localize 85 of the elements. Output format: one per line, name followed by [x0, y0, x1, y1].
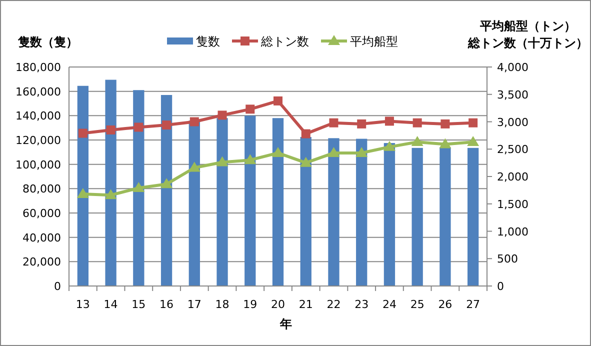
- x-tick-label: 24: [382, 298, 396, 311]
- point: [162, 120, 172, 130]
- bar: [328, 138, 340, 286]
- point: [216, 156, 228, 166]
- bar: [77, 86, 89, 286]
- point: [78, 128, 88, 138]
- point: [329, 118, 338, 128]
- legend-label: 平均船型: [350, 34, 398, 48]
- point: [246, 104, 255, 114]
- point: [440, 119, 450, 128]
- y2-tick-label: 2,500: [497, 143, 528, 156]
- y2-tick-label: 3,500: [497, 88, 528, 102]
- point: [274, 96, 282, 106]
- y-tick-label: 120,000: [16, 134, 61, 147]
- y-tick-label: 160,000: [16, 85, 61, 98]
- legend-label: 総トン数: [260, 34, 309, 48]
- bar: [384, 143, 396, 286]
- point: [190, 117, 199, 126]
- point: [300, 156, 312, 167]
- bar: [412, 148, 423, 286]
- bar: [467, 148, 479, 286]
- point: [468, 118, 478, 128]
- bar: [105, 80, 116, 286]
- y-axis-title: 隻数（隻）: [17, 35, 78, 49]
- x-tick-label: 17: [187, 298, 202, 311]
- bar: [160, 94, 172, 286]
- point: [272, 146, 284, 157]
- bar: [356, 138, 368, 286]
- y-tick-label: 180,000: [16, 61, 61, 74]
- y2-tick-label: 1,500: [497, 198, 528, 211]
- point: [76, 188, 89, 198]
- y-tick-label: 80,000: [22, 182, 61, 196]
- point: [383, 140, 396, 151]
- y-tick-label: 40,000: [22, 231, 61, 244]
- x-tick-label: 23: [354, 298, 369, 311]
- point: [411, 136, 424, 146]
- point: [244, 154, 256, 164]
- y2-tick-label: 500: [497, 252, 518, 266]
- x-tick-label: 13: [76, 298, 90, 311]
- point: [301, 129, 310, 138]
- point: [160, 178, 173, 188]
- bar: [188, 120, 200, 286]
- y-tick-label: 100,000: [16, 158, 61, 172]
- point: [439, 138, 452, 148]
- x-tick-label: 27: [466, 298, 480, 311]
- x-tick-label: 15: [132, 298, 146, 311]
- x-tick-label: 19: [243, 298, 258, 311]
- x-axis-title: 年: [279, 317, 292, 331]
- bar: [216, 118, 228, 286]
- x-tick-label: 21: [298, 298, 313, 311]
- bar: [272, 118, 284, 286]
- point: [104, 189, 117, 200]
- x-tick-label: 16: [160, 298, 174, 311]
- y2-tick-label: 1,000: [497, 225, 528, 238]
- y-tick-label: 60,000: [22, 207, 61, 220]
- y2-tick-label: 2,000: [497, 170, 528, 184]
- bar: [300, 136, 312, 286]
- x-tick-label: 25: [410, 298, 424, 311]
- point: [412, 118, 422, 128]
- point: [218, 110, 227, 120]
- y2-tick-label: 4,000: [497, 61, 528, 74]
- point: [132, 182, 145, 192]
- bar: [244, 116, 256, 286]
- bar: [133, 90, 144, 286]
- x-tick-label: 18: [215, 298, 230, 311]
- point: [357, 119, 366, 128]
- x-tick-label: 14: [104, 298, 118, 311]
- y2-tick-label: 3,000: [497, 116, 528, 129]
- point: [328, 146, 340, 157]
- x-tick-label: 20: [271, 298, 285, 311]
- point: [134, 122, 144, 132]
- legend-label: 隻数: [196, 34, 220, 48]
- x-tick-label: 22: [326, 298, 341, 311]
- point: [384, 116, 394, 126]
- point: [467, 136, 480, 146]
- point: [106, 125, 116, 134]
- y-tick-label: 140,000: [16, 110, 61, 123]
- bar: [440, 147, 451, 286]
- text: 平均船型（トン）: [480, 19, 576, 33]
- point: [356, 146, 368, 157]
- x-tick-label: 26: [438, 298, 452, 311]
- text: 総トン数（十万トン）: [468, 36, 588, 50]
- y-tick-label: 0: [54, 280, 61, 293]
- y-tick-label: 20,000: [22, 256, 61, 269]
- y2-tick-label: 0: [497, 280, 504, 293]
